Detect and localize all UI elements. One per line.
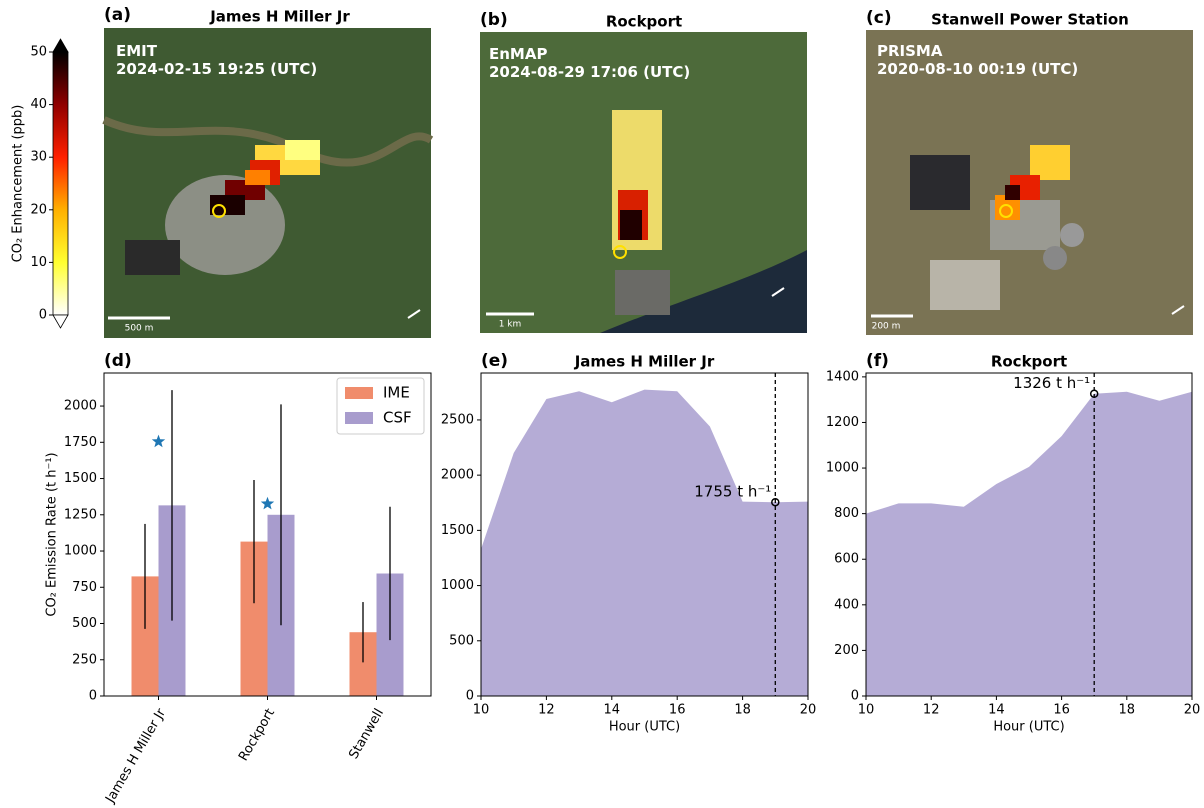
x-tick-label: 14: [988, 703, 1005, 718]
scale-bar-label: 500 m: [125, 324, 154, 334]
x-tick-label: 16: [669, 703, 686, 718]
colorbar-tick-label: 20: [30, 202, 47, 217]
scale-bar-label: 200 m: [872, 322, 901, 332]
y-tick-label: 400: [834, 597, 859, 612]
y-tick-label: 2000: [64, 399, 97, 414]
x-tick-label: 14: [604, 703, 621, 718]
panel-letter: (a): [104, 5, 131, 25]
y-tick-label: 500: [449, 633, 474, 648]
colorbar: [53, 52, 68, 315]
x-tick-label: James H Miller Jr: [103, 706, 170, 807]
x-tick-label: 18: [734, 703, 751, 718]
area: [866, 392, 1192, 696]
x-tick-label: 12: [538, 703, 555, 718]
colorbar-tick-label: 30: [30, 150, 47, 165]
y-tick-label: 1000: [441, 578, 474, 593]
star-marker: [261, 497, 274, 510]
y-tick-label: 750: [72, 580, 97, 595]
colorbar-tick-label: 40: [30, 97, 47, 112]
x-tick-label: 18: [1119, 703, 1136, 718]
y-tick-label: 0: [466, 689, 474, 704]
x-axis-label: Hour (UTC): [993, 720, 1064, 735]
y-tick-label: 1000: [64, 544, 97, 559]
y-tick-label: 600: [834, 552, 859, 567]
panel-letter: (f): [866, 351, 889, 371]
acquisition-time: 2024-08-29 17:06 (UTC): [489, 63, 690, 81]
annotation-label: 1326 t h⁻¹: [1013, 374, 1090, 392]
panel-title: James H Miller Jr: [209, 8, 350, 26]
y-tick-label: 1200: [826, 415, 859, 430]
panel-letter: (c): [866, 8, 892, 28]
y-tick-label: 200: [834, 643, 859, 658]
sensor-name: EnMAP: [489, 45, 547, 63]
colorbar-extend-min: [53, 315, 68, 328]
colorbar-label: CO₂ Enhancement (ppb): [11, 105, 26, 263]
panel-letter: (b): [480, 10, 508, 30]
y-tick-label: 1750: [64, 435, 97, 450]
y-tick-label: 0: [89, 689, 97, 704]
sensor-name: PRISMA: [877, 42, 943, 60]
panel-letter: (d): [104, 351, 132, 371]
x-axis-label: Hour (UTC): [609, 720, 680, 735]
x-tick-label: Stanwell: [346, 706, 387, 761]
scale-bar-label: 1 km: [499, 320, 522, 330]
colorbar-tick-label: 10: [30, 255, 47, 270]
x-tick-label: Rockport: [236, 706, 278, 763]
legend-label: IME: [383, 384, 410, 402]
figure: (a) James H Miller Jr EMIT 2024-02-15 19…: [0, 0, 1204, 808]
y-tick-label: 1500: [441, 523, 474, 538]
x-tick-label: 20: [1184, 703, 1201, 718]
y-tick-label: 500: [72, 616, 97, 631]
acquisition-time: 2024-02-15 19:25 (UTC): [116, 60, 317, 78]
panel-title: Stanwell Power Station: [931, 11, 1129, 29]
colorbar-tick-label: 50: [30, 45, 47, 60]
y-tick-label: 2000: [441, 468, 474, 483]
x-tick-label: 10: [858, 703, 875, 718]
legend-label: CSF: [383, 409, 412, 427]
chart-title: Rockport: [991, 353, 1067, 371]
legend-swatch: [345, 412, 373, 424]
colorbar-tick-label: 0: [39, 308, 47, 323]
colorbar-extend-max: [53, 39, 68, 52]
y-tick-label: 0: [851, 689, 859, 704]
x-tick-label: 12: [923, 703, 940, 718]
star-marker: [152, 435, 165, 448]
chart-title: James H Miller Jr: [574, 353, 715, 371]
panel-title: Rockport: [606, 13, 682, 31]
x-tick-label: 20: [800, 703, 817, 718]
y-axis-label: CO₂ Emission Rate (t h⁻¹): [45, 452, 60, 616]
y-tick-label: 2500: [441, 412, 474, 427]
y-tick-label: 250: [72, 652, 97, 667]
x-tick-label: 16: [1053, 703, 1070, 718]
y-tick-label: 1400: [826, 369, 859, 384]
legend-swatch: [345, 387, 373, 399]
area: [481, 390, 808, 696]
panel-letter: (e): [481, 351, 508, 371]
y-tick-label: 1000: [826, 461, 859, 476]
annotation-label: 1755 t h⁻¹: [694, 483, 771, 501]
y-tick-label: 1250: [64, 507, 97, 522]
y-tick-label: 1500: [64, 471, 97, 486]
sensor-name: EMIT: [116, 42, 158, 60]
x-tick-label: 10: [473, 703, 490, 718]
y-tick-label: 800: [834, 506, 859, 521]
acquisition-time: 2020-08-10 00:19 (UTC): [877, 60, 1078, 78]
